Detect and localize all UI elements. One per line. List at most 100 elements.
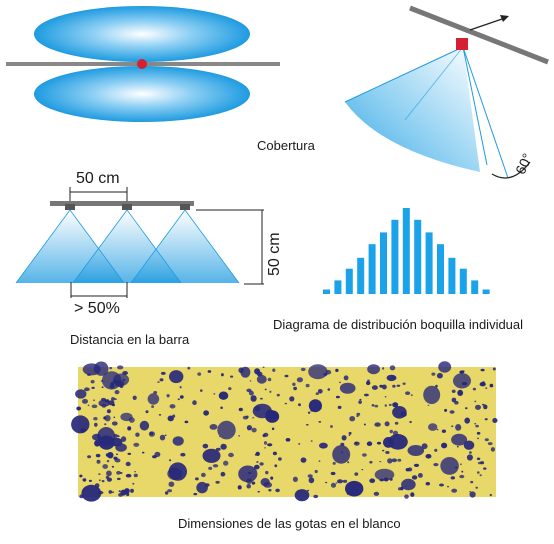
- droplet: [325, 369, 332, 375]
- nozzle-side-2: [122, 204, 132, 210]
- fan-edge: [72, 209, 128, 284]
- droplet: [263, 432, 269, 437]
- droplet: [335, 482, 338, 484]
- droplet: [238, 367, 244, 374]
- droplet: [465, 407, 468, 410]
- droplet: [308, 364, 328, 380]
- droplet: [332, 445, 351, 464]
- droplet: [270, 413, 278, 418]
- droplet: [330, 482, 337, 488]
- droplet: [84, 387, 90, 392]
- droplet: [455, 424, 462, 431]
- droplet: [246, 425, 252, 431]
- droplet: [87, 404, 90, 407]
- droplet: [87, 373, 91, 376]
- droplet: [101, 480, 105, 483]
- droplet: [296, 377, 303, 383]
- nozzle-side-3: [180, 204, 190, 210]
- droplet: [475, 486, 479, 489]
- droplet: [172, 414, 176, 418]
- distribution-bar: [323, 289, 330, 294]
- droplet: [159, 434, 166, 441]
- droplet: [179, 395, 184, 399]
- droplet: [238, 435, 241, 437]
- droplet: [317, 389, 323, 394]
- droplet: [274, 464, 278, 468]
- droplet: [470, 480, 474, 484]
- droplet: [366, 441, 373, 446]
- distribution-bar: [414, 219, 422, 294]
- droplet: [425, 482, 430, 486]
- droplet: [349, 416, 356, 422]
- droplet: [111, 421, 118, 426]
- droplet: [472, 387, 476, 391]
- droplet: [490, 447, 495, 452]
- droplet: [91, 404, 98, 409]
- droplet: [423, 385, 441, 405]
- droplet: [260, 397, 263, 400]
- droplet: [75, 389, 87, 399]
- droplet: [167, 415, 174, 422]
- droplet: [251, 427, 257, 433]
- droplet: [413, 463, 420, 467]
- droplet: [269, 390, 272, 393]
- droplet: [76, 406, 82, 411]
- droplet: [108, 490, 113, 494]
- droplet: [113, 416, 116, 419]
- droplet: [436, 372, 443, 379]
- nozzle-side-1: [65, 204, 75, 210]
- distribution-bar: [357, 257, 365, 294]
- droplet: [477, 471, 480, 474]
- direction-arrow: [469, 17, 506, 31]
- droplet: [80, 427, 86, 433]
- droplet: [457, 389, 464, 396]
- arrowhead-icon: [500, 15, 509, 22]
- droplet: [101, 386, 104, 389]
- droplet: [484, 418, 488, 421]
- droplet: [439, 483, 444, 487]
- droplet: [158, 414, 162, 416]
- height-label: 50 cm: [266, 232, 283, 276]
- droplet: [387, 458, 393, 464]
- droplet: [450, 476, 455, 480]
- droplet: [264, 388, 267, 391]
- droplet: [93, 361, 109, 376]
- droplet: [459, 474, 465, 479]
- distribution-chart: [323, 208, 490, 294]
- droplet: [477, 461, 482, 465]
- droplet: [392, 406, 407, 419]
- droplet: [305, 423, 309, 426]
- droplet: [386, 374, 397, 382]
- nozzle-angled: [456, 38, 468, 50]
- droplet: [371, 385, 378, 390]
- droplet: [117, 365, 124, 370]
- distribution-bar: [471, 280, 479, 294]
- droplet: [134, 471, 136, 473]
- droplet: [363, 423, 366, 426]
- droplet: [460, 463, 462, 466]
- droplet: [91, 386, 95, 389]
- droplet: [103, 416, 107, 420]
- droplet: [125, 461, 131, 467]
- spacing-label: 50 cm: [76, 170, 120, 187]
- droplet: [215, 480, 220, 484]
- droplet: [293, 386, 297, 391]
- fan-edge: [184, 209, 240, 284]
- coverage-ellipse-upper: [34, 6, 250, 62]
- droplet: [479, 474, 482, 477]
- droplet: [335, 395, 340, 399]
- fan-edge: [69, 209, 125, 284]
- droplet: [179, 386, 182, 389]
- droplet: [308, 477, 315, 484]
- droplet: [284, 402, 287, 405]
- droplet: [106, 477, 112, 482]
- droplet: [345, 480, 364, 497]
- droplet: [201, 472, 206, 478]
- droplet: [464, 417, 471, 424]
- droplet: [313, 494, 319, 499]
- droplet: [111, 465, 114, 468]
- droplet: [438, 361, 452, 373]
- droplet: [456, 445, 459, 448]
- droplet: [202, 443, 209, 449]
- droplet: [117, 435, 120, 438]
